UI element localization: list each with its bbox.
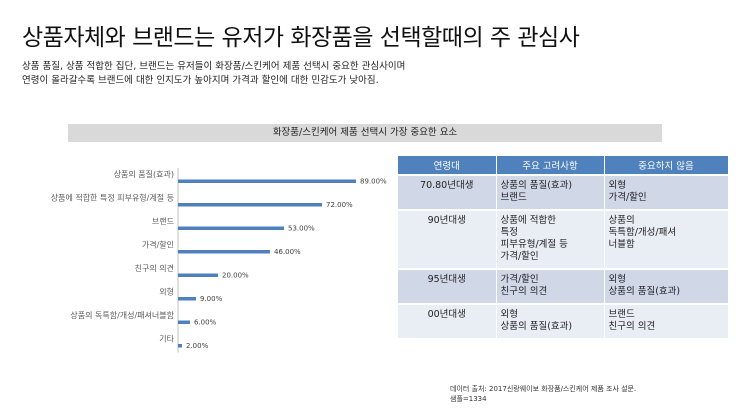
bar xyxy=(178,320,190,324)
value-label: 53.00% xyxy=(288,225,315,233)
category-label: 기타 xyxy=(159,335,174,344)
value-label: 2.00% xyxy=(186,342,209,350)
header-not-important: 중요하지 않음 xyxy=(604,156,729,175)
not-important-cell: 상품의 독특함/개성/패셔 너블함 xyxy=(604,209,729,269)
category-label: 친구의 의견 xyxy=(135,263,174,273)
main-factor-cell: 외형 상품의 품질(효과) xyxy=(496,303,605,338)
table-row: 95년대생 가격/할인 친구의 의견 외형 상품의 품질(효과) xyxy=(398,268,729,304)
source-text: 데이터 출처: 2017신랑웨이보 화장품/스킨케어 제품 조사 설문. xyxy=(450,385,637,393)
cell-line: 상품의 xyxy=(608,215,635,226)
main-factor-cell: 가격/할인 친구의 의견 xyxy=(496,268,605,304)
bar xyxy=(178,250,270,254)
bar xyxy=(178,273,218,277)
table-row: 70.80년대생 상품의 품질(효과) 브랜드 외형 가격/할인 xyxy=(398,174,729,210)
bar xyxy=(178,179,356,183)
cell-line: 상품의 품질(효과) xyxy=(500,321,573,332)
data-source-note: 데이터 출처: 2017신랑웨이보 화장품/스킨케어 제품 조사 설문. 샘플=… xyxy=(450,384,636,404)
table-header-row: 연령대 주요 고려사항 중요하지 않음 xyxy=(398,156,729,175)
not-important-cell: 외형 가격/할인 xyxy=(604,174,729,210)
category-label: 가격/할인 xyxy=(142,240,174,250)
age-cell: 95년대생 xyxy=(398,268,497,304)
table-row: 00년대생 외형 상품의 품질(효과) 브랜드 친구의 의견 xyxy=(398,303,729,338)
main-factor-cell: 상품에 적합한 특정 피부유형/계절 등 가격/할인 xyxy=(496,209,605,269)
age-cell: 00년대생 xyxy=(398,303,497,338)
cell-line: 가격/할인 xyxy=(608,192,647,203)
value-label: 46.00% xyxy=(274,248,301,256)
subtitle-line: 상품 품질, 상품 적합한 집단, 브랜드는 유저들이 화장품/스킨케어 제품 … xyxy=(22,61,406,72)
main-factor-cell: 상품의 품질(효과) 브랜드 xyxy=(496,174,605,210)
bar xyxy=(178,226,284,230)
age-group-table: 연령대 주요 고려사항 중요하지 않음 70.80년대생 상품의 품질(효과) … xyxy=(398,156,729,338)
bar xyxy=(178,203,322,207)
cell-line: 상품에 적합한 xyxy=(500,215,556,226)
age-cell: 70.80년대생 xyxy=(398,174,497,210)
cell-line: 친구의 의견 xyxy=(500,286,548,297)
value-label: 72.00% xyxy=(326,201,353,209)
header-main-factors: 주요 고려사항 xyxy=(496,156,605,175)
cell-line: 독특함/개성/패셔 xyxy=(608,227,677,238)
chart-title-banner: 화장품/스킨케어 제품 선택시 가장 중요한 요소 xyxy=(68,124,662,142)
cell-line: 너블함 xyxy=(608,239,635,250)
cell-line: 가격/할인 xyxy=(500,251,539,262)
category-label: 외형 xyxy=(159,287,174,297)
not-important-cell: 브랜드 친구의 의견 xyxy=(604,303,729,338)
page-title: 상품자체와 브랜드는 유저가 화장품을 선택할때의 주 관심사 xyxy=(22,25,580,51)
age-cell: 90년대생 xyxy=(398,209,497,269)
bar-chart: 상품의 품질(효과) 89.00% 상품에 적합한 특정 피부유형/계절 등 72.0… xyxy=(51,168,387,353)
cell-line: 상품의 품질(효과) xyxy=(500,180,573,191)
subtitle-line: 연령이 올라갈수록 브랜드에 대한 인지도가 높아지며 가격과 할인에 대한 민… xyxy=(22,75,379,86)
cell-line: 상품의 품질(효과) xyxy=(608,286,681,297)
cell-line: 브랜드 xyxy=(608,309,635,320)
cell-line: 외형 xyxy=(500,309,518,320)
sample-size-text: 샘플=1334 xyxy=(450,395,487,403)
category-label: 브랜드 xyxy=(152,216,174,226)
category-label: 상품의 품질(효과) xyxy=(114,169,174,179)
cell-line: 피부유형/계절 등 xyxy=(500,239,568,250)
not-important-cell: 외형 상품의 품질(효과) xyxy=(604,268,729,304)
cell-line: 특정 xyxy=(500,227,518,238)
value-label: 6.00% xyxy=(194,319,217,327)
category-label: 상품에 적합한 특정 피부유형/계절 등 xyxy=(51,193,174,203)
value-label: 9.00% xyxy=(200,295,223,303)
subtitle: 상품 품질, 상품 적합한 집단, 브랜드는 유저들이 화장품/스킨케어 제품 … xyxy=(22,60,712,88)
cell-line: 외형 xyxy=(608,274,626,285)
category-label: 상품의 독특함/개성/패셔너블함 xyxy=(70,310,174,320)
bar xyxy=(178,344,182,348)
header-age: 연령대 xyxy=(398,156,497,175)
value-label: 20.00% xyxy=(222,272,249,280)
value-label: 89.00% xyxy=(360,178,387,186)
cell-line: 외형 xyxy=(608,180,626,191)
cell-line: 브랜드 xyxy=(500,192,527,203)
bar xyxy=(178,297,196,301)
table-row: 90년대생 상품에 적합한 특정 피부유형/계절 등 가격/할인 상품의 독특함… xyxy=(398,209,729,269)
cell-line: 친구의 의견 xyxy=(608,321,656,332)
cell-line: 가격/할인 xyxy=(500,274,539,285)
